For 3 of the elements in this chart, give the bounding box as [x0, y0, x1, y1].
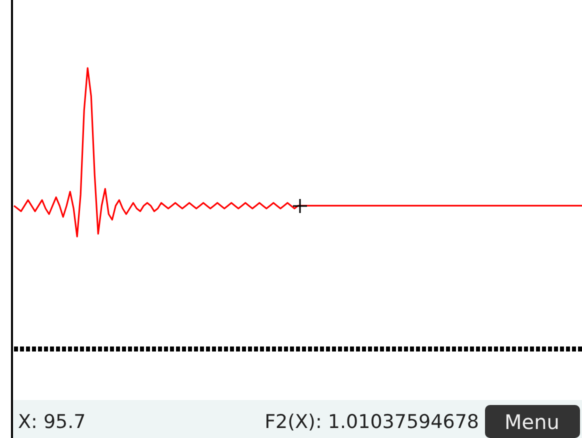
text: F2(X): 1.01037594678 — [264, 411, 479, 433]
menu-button[interactable]: Menu — [485, 405, 580, 438]
text: X: 95.7 — [18, 411, 86, 433]
